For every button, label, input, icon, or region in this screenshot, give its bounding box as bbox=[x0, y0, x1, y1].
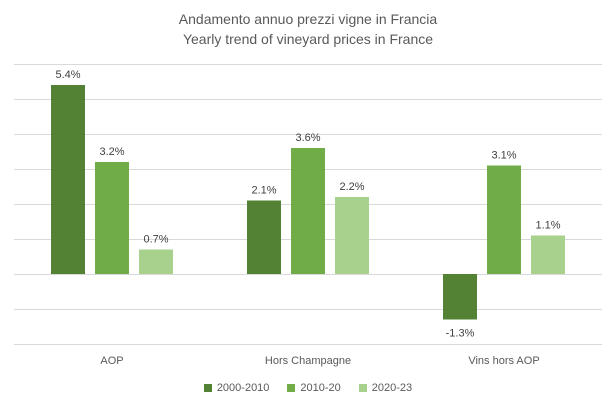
legend-swatch-2010-20 bbox=[287, 384, 296, 392]
data-label-0-1: 3.2% bbox=[99, 146, 124, 158]
legend-swatch-2020-23 bbox=[358, 384, 367, 392]
bar-2-1 bbox=[487, 165, 521, 274]
category-label-0: AOP bbox=[100, 355, 123, 367]
data-label-2-1: 3.1% bbox=[491, 150, 516, 162]
bar-0-2 bbox=[139, 249, 173, 274]
bar-1-2 bbox=[335, 197, 369, 274]
category-label-2: Vins hors AOP bbox=[468, 355, 539, 367]
legend-label-2020-23: 2020-23 bbox=[371, 382, 413, 394]
legend-swatch-2000-2010 bbox=[203, 384, 212, 392]
bar-2-0 bbox=[443, 274, 477, 320]
bar-2-2 bbox=[531, 235, 565, 274]
chart-legend: 2000-2010 2010-20 2020-23 bbox=[0, 382, 616, 394]
data-label-0-0: 5.4% bbox=[55, 69, 80, 81]
data-label-1-0: 2.1% bbox=[251, 185, 276, 197]
legend-item-2020-23: 2020-23 bbox=[358, 382, 413, 394]
category-label-1: Hors Champagne bbox=[265, 355, 351, 367]
bar-0-1 bbox=[95, 162, 129, 274]
bar-1-0 bbox=[247, 200, 281, 274]
chart-subtitle: Yearly trend of vineyard prices in Franc… bbox=[182, 31, 434, 47]
legend-label-2000-2010: 2000-2010 bbox=[216, 382, 270, 394]
data-label-0-2: 0.7% bbox=[143, 234, 168, 246]
bar-0-0 bbox=[51, 85, 85, 274]
data-label-1-1: 3.6% bbox=[295, 132, 320, 144]
chart-title: Andamento annuo prezzi vigne in Francia bbox=[178, 11, 438, 27]
legend-item-2010-20: 2010-20 bbox=[287, 382, 341, 394]
data-label-1-2: 2.2% bbox=[339, 181, 364, 193]
legend-label-2010-20: 2010-20 bbox=[300, 382, 341, 394]
data-label-2-0: -1.3% bbox=[446, 328, 475, 340]
legend-item-2000-2010: 2000-2010 bbox=[203, 382, 270, 394]
bar-1-1 bbox=[291, 148, 325, 274]
data-label-2-2: 1.1% bbox=[535, 220, 560, 232]
